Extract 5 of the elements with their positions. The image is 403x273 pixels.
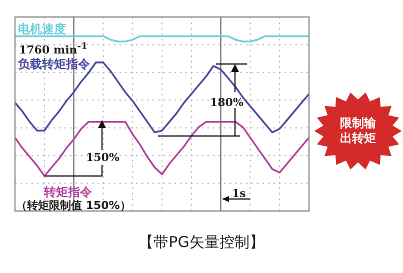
text: 【带PG矢量控制】 [138, 233, 266, 252]
text: 限制输出转矩 [339, 116, 377, 146]
series-label: 电机速度 [17, 21, 67, 38]
annotation: 150% [85, 151, 120, 164]
annotation: 1s [231, 187, 247, 200]
